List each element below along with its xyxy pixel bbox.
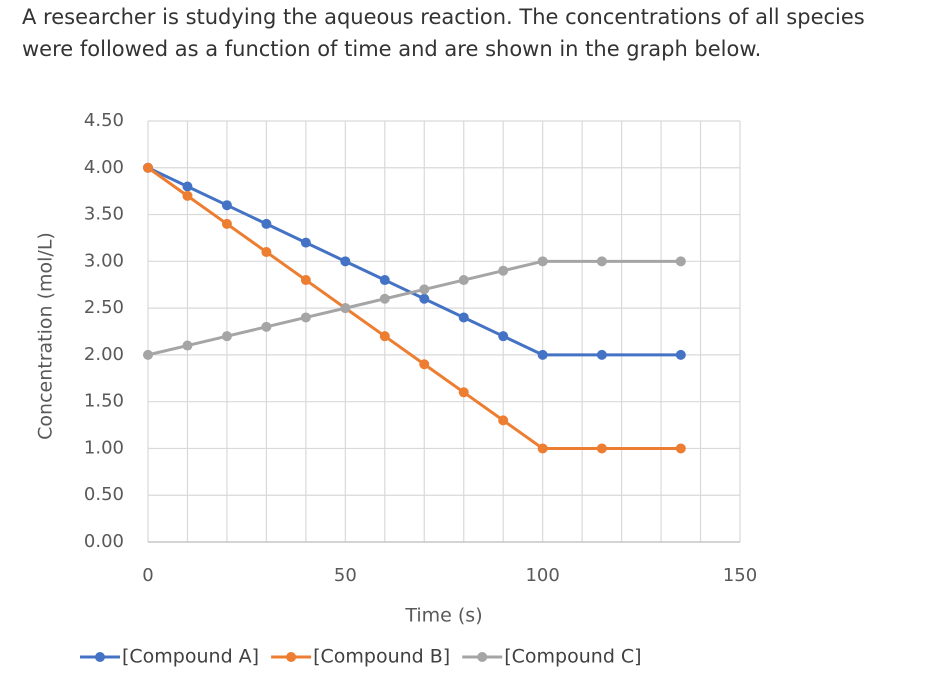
legend-marker [286, 652, 297, 662]
y-tick-label: 0.50 [84, 484, 124, 505]
legend-label: [Compound B] [313, 646, 450, 668]
data-point [537, 349, 548, 360]
legend-label: [Compound A] [122, 646, 259, 668]
data-point [340, 256, 351, 267]
data-point [379, 331, 390, 342]
data-point [340, 303, 351, 314]
intro-line: A researcher is studying the aqueous rea… [22, 5, 865, 29]
x-tick-label: 100 [525, 565, 559, 586]
intro-line: were followed as a function of time and … [22, 37, 761, 61]
y-tick-label: 1.00 [84, 437, 124, 458]
data-point [261, 218, 272, 229]
data-point [596, 256, 607, 267]
y-tick-label: 0.00 [84, 531, 124, 552]
data-point [498, 415, 509, 426]
data-point [675, 256, 686, 267]
y-tick-label: 3.00 [84, 250, 124, 271]
data-point [300, 275, 311, 286]
legend-marker [477, 652, 488, 662]
data-point [261, 321, 272, 332]
data-point [458, 275, 469, 286]
data-point [537, 443, 548, 454]
data-point [419, 284, 430, 295]
data-point [458, 387, 469, 398]
data-point [379, 275, 390, 286]
data-point [221, 218, 232, 229]
data-point [221, 331, 232, 342]
x-tick-label: 50 [334, 565, 357, 586]
data-point [498, 265, 509, 276]
data-point [596, 443, 607, 454]
y-tick-label: 4.50 [84, 110, 124, 131]
data-point [182, 181, 193, 192]
data-point [419, 293, 430, 304]
y-tick-label: 3.50 [84, 204, 124, 225]
data-point [300, 237, 311, 248]
y-tick-label: 1.50 [84, 391, 124, 412]
data-point [419, 359, 430, 370]
data-point [182, 340, 193, 351]
y-axis-label: Concentration (mol/L) [35, 232, 57, 440]
data-point [300, 312, 311, 323]
x-axis-label: Time (s) [404, 605, 482, 627]
legend-marker [95, 652, 105, 662]
data-point [675, 349, 686, 360]
data-point [143, 349, 153, 360]
y-tick-label: 2.00 [84, 344, 124, 365]
data-point [182, 190, 193, 201]
data-point [498, 331, 509, 342]
data-point [379, 293, 390, 304]
x-tick-label: 150 [723, 565, 757, 586]
x-tick-label: 0 [142, 565, 153, 586]
data-point [537, 256, 548, 267]
data-point [221, 200, 232, 211]
legend-label: [Compound C] [504, 646, 641, 668]
data-point [261, 246, 272, 257]
data-point [458, 312, 469, 323]
y-tick-label: 2.50 [84, 297, 124, 318]
y-tick-label: 4.00 [84, 157, 124, 178]
data-point [143, 162, 153, 173]
data-point [596, 349, 607, 360]
data-point [675, 443, 686, 454]
